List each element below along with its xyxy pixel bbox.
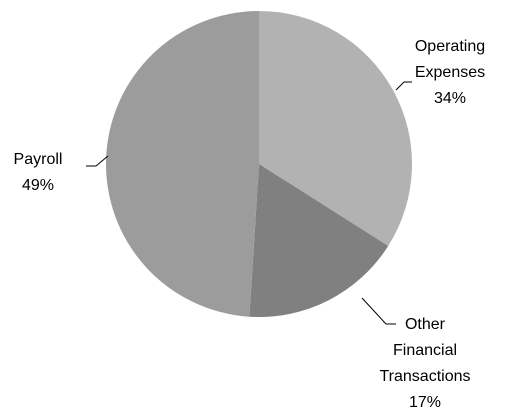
pie-slice [106, 11, 260, 317]
slice-label: Other Financial Transactions [380, 316, 471, 385]
pie-slice [259, 11, 412, 246]
slice-value-label: 34% [434, 90, 466, 107]
leader-line [361, 297, 396, 325]
slice-value-label: 17% [409, 394, 441, 411]
slice-label: Operating Expenses [415, 38, 485, 81]
leader-line [86, 155, 109, 167]
leader-line [395, 81, 412, 91]
slice-value-label: 49% [22, 177, 54, 194]
pie-slice [249, 164, 389, 317]
slice-label: Payroll [14, 151, 63, 168]
